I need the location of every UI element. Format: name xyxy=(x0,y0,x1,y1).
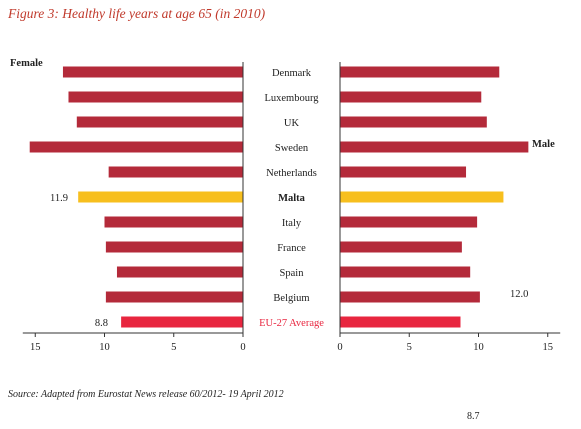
bar-male-italy xyxy=(340,216,478,228)
bar-male-luxembourg xyxy=(340,91,482,103)
bar-female-denmark xyxy=(62,66,244,78)
category-label-belgium: Belgium xyxy=(273,293,309,304)
bar-female-france xyxy=(105,241,243,253)
stray-value-label: 8.7 xyxy=(467,411,480,422)
series-labels: Female Male xyxy=(10,58,555,150)
data-labels: 11.9 8.8 12.0 xyxy=(50,193,528,329)
axes: 15 10 5 0 0 5 10 15 xyxy=(22,62,561,353)
category-labels: Denmark Luxembourg UK Sweden Netherlands Malt… xyxy=(259,68,324,329)
data-label-female-malta: 11.9 xyxy=(50,193,68,204)
bar-female-luxembourg xyxy=(68,91,244,103)
category-label-uk: UK xyxy=(284,118,300,129)
data-label-female-eu-27-average: 8.8 xyxy=(95,318,108,329)
bar-male-uk xyxy=(340,116,487,128)
bar-male-denmark xyxy=(340,66,500,78)
data-label-male-belgium: 12.0 xyxy=(510,289,528,300)
right-tick-label: 15 xyxy=(543,342,554,353)
bar-female-belgium xyxy=(105,291,243,303)
series-label-female: Female xyxy=(10,58,43,69)
left-tick-label: 0 xyxy=(240,342,245,353)
male-bars xyxy=(340,66,529,328)
bar-male-malta xyxy=(340,191,504,203)
category-label-netherlands: Netherlands xyxy=(266,168,317,179)
female-bars xyxy=(29,66,244,328)
bar-female-italy xyxy=(104,216,243,228)
category-label-spain: Spain xyxy=(280,268,305,279)
bar-female-spain xyxy=(116,266,243,278)
bar-male-spain xyxy=(340,266,471,278)
category-label-luxembourg: Luxembourg xyxy=(264,93,319,104)
bar-male-eu-27-average xyxy=(340,316,461,328)
bar-female-netherlands xyxy=(108,166,243,178)
right-tick-label: 0 xyxy=(337,342,342,353)
bar-female-malta xyxy=(78,191,243,203)
right-tick-label: 5 xyxy=(407,342,412,353)
bar-female-eu-27-average xyxy=(121,316,243,328)
left-tick-label: 10 xyxy=(99,342,110,353)
category-label-italy: Italy xyxy=(282,218,302,229)
bar-male-sweden xyxy=(340,141,529,153)
category-label-eu-27-average: EU-27 Average xyxy=(259,318,324,329)
left-tick-label: 5 xyxy=(171,342,176,353)
left-tick-label: 15 xyxy=(30,342,41,353)
bar-female-sweden xyxy=(29,141,244,153)
category-label-sweden: Sweden xyxy=(275,143,309,154)
bar-female-uk xyxy=(76,116,243,128)
bar-male-netherlands xyxy=(340,166,467,178)
bar-male-france xyxy=(340,241,462,253)
category-label-malta: Malta xyxy=(278,193,306,204)
right-tick-label: 10 xyxy=(473,342,484,353)
category-label-france: France xyxy=(277,243,306,254)
bar-male-belgium xyxy=(340,291,480,303)
figure-title: Figure 3: Healthy life years at age 65 (… xyxy=(8,6,266,21)
category-label-denmark: Denmark xyxy=(272,68,312,79)
source-note: Source: Adapted from Eurostat News relea… xyxy=(8,389,284,400)
series-label-male: Male xyxy=(532,139,555,150)
